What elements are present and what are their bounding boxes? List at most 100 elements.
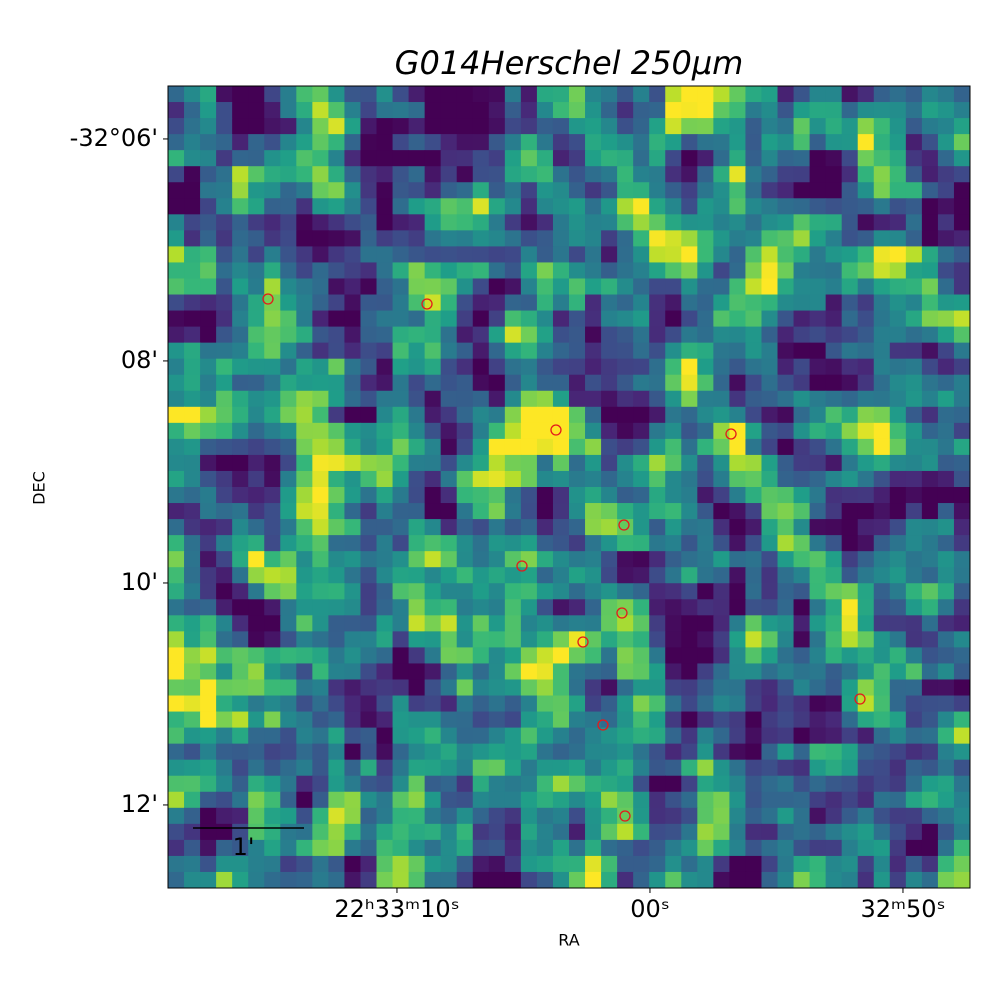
image-pixel [617,310,634,328]
image-pixel [889,727,907,745]
image-pixel [889,230,907,247]
image-pixel [713,278,730,296]
image-pixel [729,262,747,280]
image-pixel [953,406,970,424]
image-pixel [905,743,923,761]
image-pixel [585,743,602,761]
image-pixel [168,102,185,119]
image-pixel [793,823,811,841]
image-pixel [777,583,795,600]
image-pixel [488,503,506,520]
image-pixel [520,310,538,328]
image-pixel [472,583,490,600]
image-pixel [440,519,458,536]
image-pixel [713,871,730,888]
image-pixel [889,294,907,312]
image-pixel [248,855,265,873]
image-pixel [665,839,682,857]
image-pixel [793,294,811,312]
image-pixel [825,342,843,360]
image-pixel [761,358,779,376]
image-pixel [873,310,891,328]
image-pixel [392,294,410,312]
image-pixel [312,727,329,745]
image-pixel [841,631,859,648]
image-pixel [617,871,634,888]
image-pixel [585,487,602,504]
image-pixel [585,342,602,360]
image-pixel [937,342,955,360]
image-pixel [248,278,265,296]
image-pixel [328,230,346,247]
image-pixel [633,470,650,488]
image-pixel [633,134,650,151]
image-pixel [536,535,554,552]
image-pixel [168,647,185,665]
image-pixel [873,278,891,296]
image-pixel [633,791,650,809]
image-pixel [745,182,763,199]
image-pixel [921,759,939,777]
image-pixel [649,743,666,761]
image-pixel [921,615,939,632]
image-pixel [424,134,442,151]
image-pixel [328,487,346,504]
image-pixel [585,166,602,183]
image-pixel [793,374,811,392]
image-pixel [681,198,698,215]
image-pixel [809,583,827,600]
image-pixel [200,374,217,392]
image-pixel [488,102,506,119]
image-pixel [536,102,554,119]
image-pixel [216,503,233,520]
image-pixel [264,246,281,264]
image-pixel [328,246,346,264]
image-pixel [520,487,538,504]
image-pixel [216,214,233,231]
image-pixel [745,711,763,729]
image-pixel [681,262,698,280]
image-pixel [633,422,650,440]
image-pixel [729,759,747,777]
image-pixel [376,583,394,600]
image-pixel [793,326,811,344]
image-pixel [472,679,490,697]
image-pixel [921,134,939,151]
image-pixel [552,695,570,713]
image-pixel [296,326,313,344]
image-pixel [729,775,747,793]
image-pixel [200,182,217,199]
image-pixel [713,358,730,376]
image-pixel [552,118,570,135]
image-pixel [184,871,201,888]
image-pixel [216,743,233,761]
image-pixel [905,102,923,119]
image-pixel [841,759,859,777]
image-pixel [793,791,811,809]
image-pixel [681,182,698,199]
image-pixel [440,86,458,103]
image-pixel [296,871,313,888]
image-pixel [617,262,634,280]
image-pixel [424,390,442,408]
image-pixel [264,182,281,199]
image-pixel [520,118,538,135]
image-pixel [504,326,522,344]
image-pixel [937,871,955,888]
image-pixel [248,86,265,103]
image-pixel [504,567,522,584]
image-pixel [809,551,827,568]
image-pixel [649,807,666,825]
image-pixel [360,358,378,376]
image-pixel [536,695,554,713]
image-pixel [248,647,265,665]
image-pixel [729,102,747,119]
image-pixel [569,246,586,264]
image-pixel [200,246,217,264]
image-pixel [873,182,891,199]
image-pixel [376,663,394,681]
image-pixel [440,310,458,328]
image-pixel [552,823,570,841]
image-pixel [729,839,747,857]
